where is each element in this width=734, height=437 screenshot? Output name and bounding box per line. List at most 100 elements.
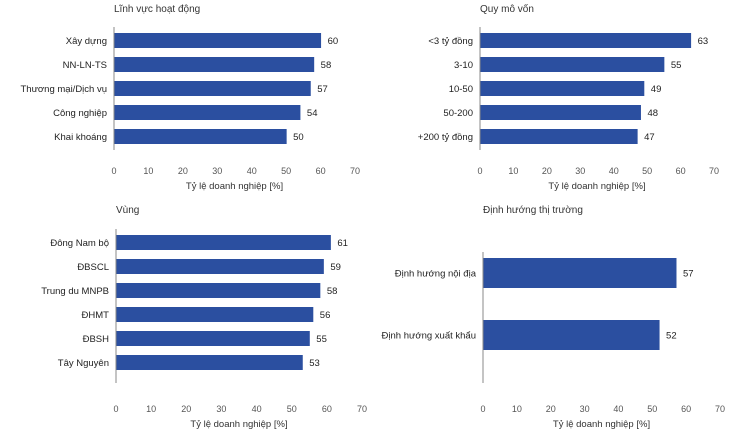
data-label: 56: [320, 310, 331, 321]
data-label: 53: [309, 358, 320, 369]
data-label: 60: [328, 36, 339, 47]
x-tick-label: 0: [477, 166, 482, 176]
bar-3: [116, 283, 321, 298]
x-tick-label: 50: [647, 404, 657, 414]
data-label: 59: [330, 262, 341, 273]
x-tick-label: 50: [642, 166, 652, 176]
x-tick-label: 70: [357, 404, 367, 414]
data-label: 54: [307, 108, 318, 119]
chart-panel-3: Vùng Đông Nam bộ 61 ĐBSCL 59 Trung du MNPB 58 Đ…: [41, 205, 367, 430]
category-label: Thương mại/Dịch vụ: [20, 84, 107, 95]
x-tick-label: 40: [609, 166, 619, 176]
x-tick-label: 20: [542, 166, 552, 176]
bar-2: [483, 320, 660, 350]
x-tick-label: 30: [575, 166, 585, 176]
x-tick-label: 20: [181, 404, 191, 414]
data-label: 57: [683, 269, 694, 280]
category-label: 50-200: [443, 108, 473, 119]
x-tick-label: 40: [247, 166, 257, 176]
chart-panel-1: Lĩnh vực hoạt động Xây dựng 60 NN-LN-TS 58 Th…: [20, 4, 360, 192]
data-label: 50: [293, 132, 304, 143]
category-label: ĐBSCL: [77, 262, 109, 273]
x-tick-label: 70: [715, 404, 725, 414]
category-label: 3-10: [454, 60, 473, 71]
x-tick-label: 10: [143, 166, 153, 176]
x-tick-label: 20: [546, 404, 556, 414]
bar-5: [114, 129, 287, 144]
data-label: 57: [317, 84, 328, 95]
x-tick-label: 20: [178, 166, 188, 176]
bar-4: [480, 105, 641, 120]
x-axis-label: Tỷ lệ doanh nghiệp [%]: [548, 181, 645, 192]
bar-1: [114, 33, 322, 48]
category-label: NN-LN-TS: [63, 60, 107, 71]
x-tick-label: 70: [709, 166, 719, 176]
category-label: ĐHMT: [82, 310, 110, 321]
panel-title: Quy mô vốn: [480, 3, 534, 15]
x-tick-label: 60: [322, 404, 332, 414]
x-tick-label: 60: [316, 166, 326, 176]
category-label: 10-50: [449, 84, 473, 95]
x-tick-label: 70: [350, 166, 360, 176]
data-label: 58: [321, 60, 332, 71]
bar-1: [480, 33, 692, 48]
bar-3: [480, 81, 645, 96]
bar-1: [116, 235, 331, 250]
x-tick-label: 40: [613, 404, 623, 414]
x-tick-label: 50: [287, 404, 297, 414]
data-label: 49: [651, 84, 662, 95]
x-tick-label: 10: [508, 166, 518, 176]
category-label: Trung du MNPB: [41, 286, 109, 297]
x-tick-label: 30: [580, 404, 590, 414]
x-tick-label: 10: [512, 404, 522, 414]
category-label: +200 tỷ đồng: [418, 132, 473, 143]
data-label: 52: [666, 331, 677, 342]
bar-1: [483, 258, 677, 288]
category-label: Tây Nguyên: [58, 358, 109, 369]
x-axis-label: Tỷ lệ doanh nghiệp [%]: [186, 181, 283, 192]
bar-4: [116, 307, 314, 322]
x-tick-label: 0: [111, 166, 116, 176]
panel-title: Lĩnh vực hoạt động: [114, 4, 200, 15]
chart-panel-4: Định hướng thị trường Định hướng nội địa 5…: [382, 205, 725, 430]
chart-panel-2: Quy mô vốn <3 tỷ đồng 63 3-10 55 10-50 49 50-20…: [418, 3, 719, 192]
category-label: Xây dựng: [66, 36, 107, 47]
category-label: Khai khoáng: [54, 132, 107, 143]
x-tick-label: 60: [681, 404, 691, 414]
data-label: 58: [327, 286, 338, 297]
x-tick-label: 60: [676, 166, 686, 176]
x-tick-label: 10: [146, 404, 156, 414]
bar-2: [480, 57, 665, 72]
data-label: 63: [698, 36, 709, 47]
category-label: <3 tỷ đồng: [428, 36, 473, 47]
category-label: Công nghiệp: [53, 108, 107, 119]
x-tick-label: 0: [480, 404, 485, 414]
data-label: 55: [671, 60, 682, 71]
category-label: ĐBSH: [83, 334, 110, 345]
panel-title: Định hướng thị trường: [483, 205, 583, 216]
x-tick-label: 40: [252, 404, 262, 414]
bar-5: [480, 129, 638, 144]
bar-2: [116, 259, 324, 274]
data-label: 61: [337, 238, 348, 249]
x-tick-label: 30: [216, 404, 226, 414]
x-tick-label: 0: [113, 404, 118, 414]
category-label: Đông Nam bộ: [50, 238, 109, 249]
x-tick-label: 30: [212, 166, 222, 176]
category-label: Định hướng xuất khẩu: [382, 331, 476, 342]
x-axis-label: Tỷ lệ doanh nghiệp [%]: [190, 419, 287, 430]
bar-2: [114, 57, 315, 72]
category-label: Định hướng nội địa: [395, 269, 477, 280]
panel-title: Vùng: [116, 205, 139, 216]
data-label: 55: [316, 334, 327, 345]
bar-4: [114, 105, 301, 120]
bar-5: [116, 331, 310, 346]
bar-3: [114, 81, 311, 96]
data-label: 48: [647, 108, 658, 119]
data-label: 47: [644, 132, 655, 143]
bar-6: [116, 355, 303, 370]
x-tick-label: 50: [281, 166, 291, 176]
x-axis-label: Tỷ lệ doanh nghiệp [%]: [553, 419, 650, 430]
